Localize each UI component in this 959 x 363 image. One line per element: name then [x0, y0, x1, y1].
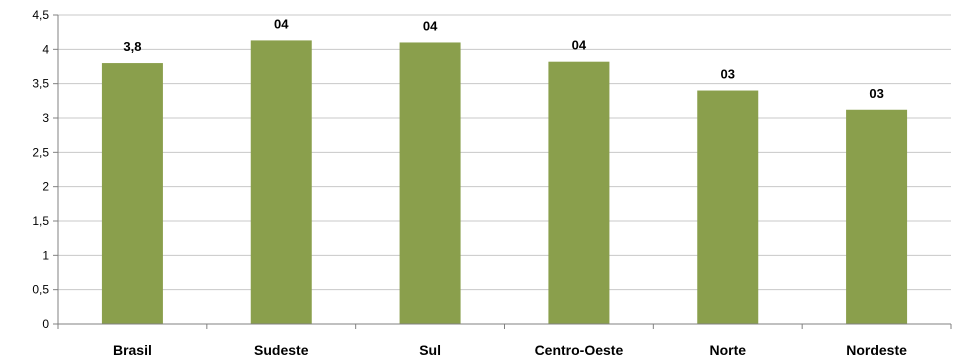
x-tick-label: Brasil	[113, 342, 152, 358]
x-tick-label: Nordeste	[846, 342, 907, 358]
y-tick-label: 1	[42, 248, 49, 262]
data-label: 03	[869, 86, 883, 101]
y-tick-label: 0	[42, 317, 49, 331]
y-tick-label: 2,5	[32, 145, 49, 159]
x-tick-label: Centro-Oeste	[535, 342, 624, 358]
x-tick-label: Norte	[709, 342, 746, 358]
bar	[548, 61, 610, 325]
bar	[697, 90, 759, 325]
x-tick-label: Sudeste	[254, 342, 309, 358]
bar	[250, 40, 312, 324]
bar	[399, 42, 461, 324]
y-tick-label: 0,5	[32, 283, 49, 297]
data-label: 04	[572, 38, 587, 53]
y-tick-label: 4	[42, 42, 49, 56]
data-label: 03	[721, 67, 735, 82]
bar	[846, 109, 908, 324]
data-label: 04	[423, 18, 438, 33]
y-tick-label: 2	[42, 180, 49, 194]
y-tick-label: 1,5	[32, 214, 49, 228]
data-label: 3,8	[123, 39, 141, 54]
x-tick-label: Sul	[419, 342, 441, 358]
y-tick-label: 4,5	[32, 8, 49, 22]
data-label: 04	[274, 16, 289, 31]
y-tick-label: 3,5	[32, 77, 49, 91]
bar	[101, 63, 163, 325]
y-tick-label: 3	[42, 111, 49, 125]
